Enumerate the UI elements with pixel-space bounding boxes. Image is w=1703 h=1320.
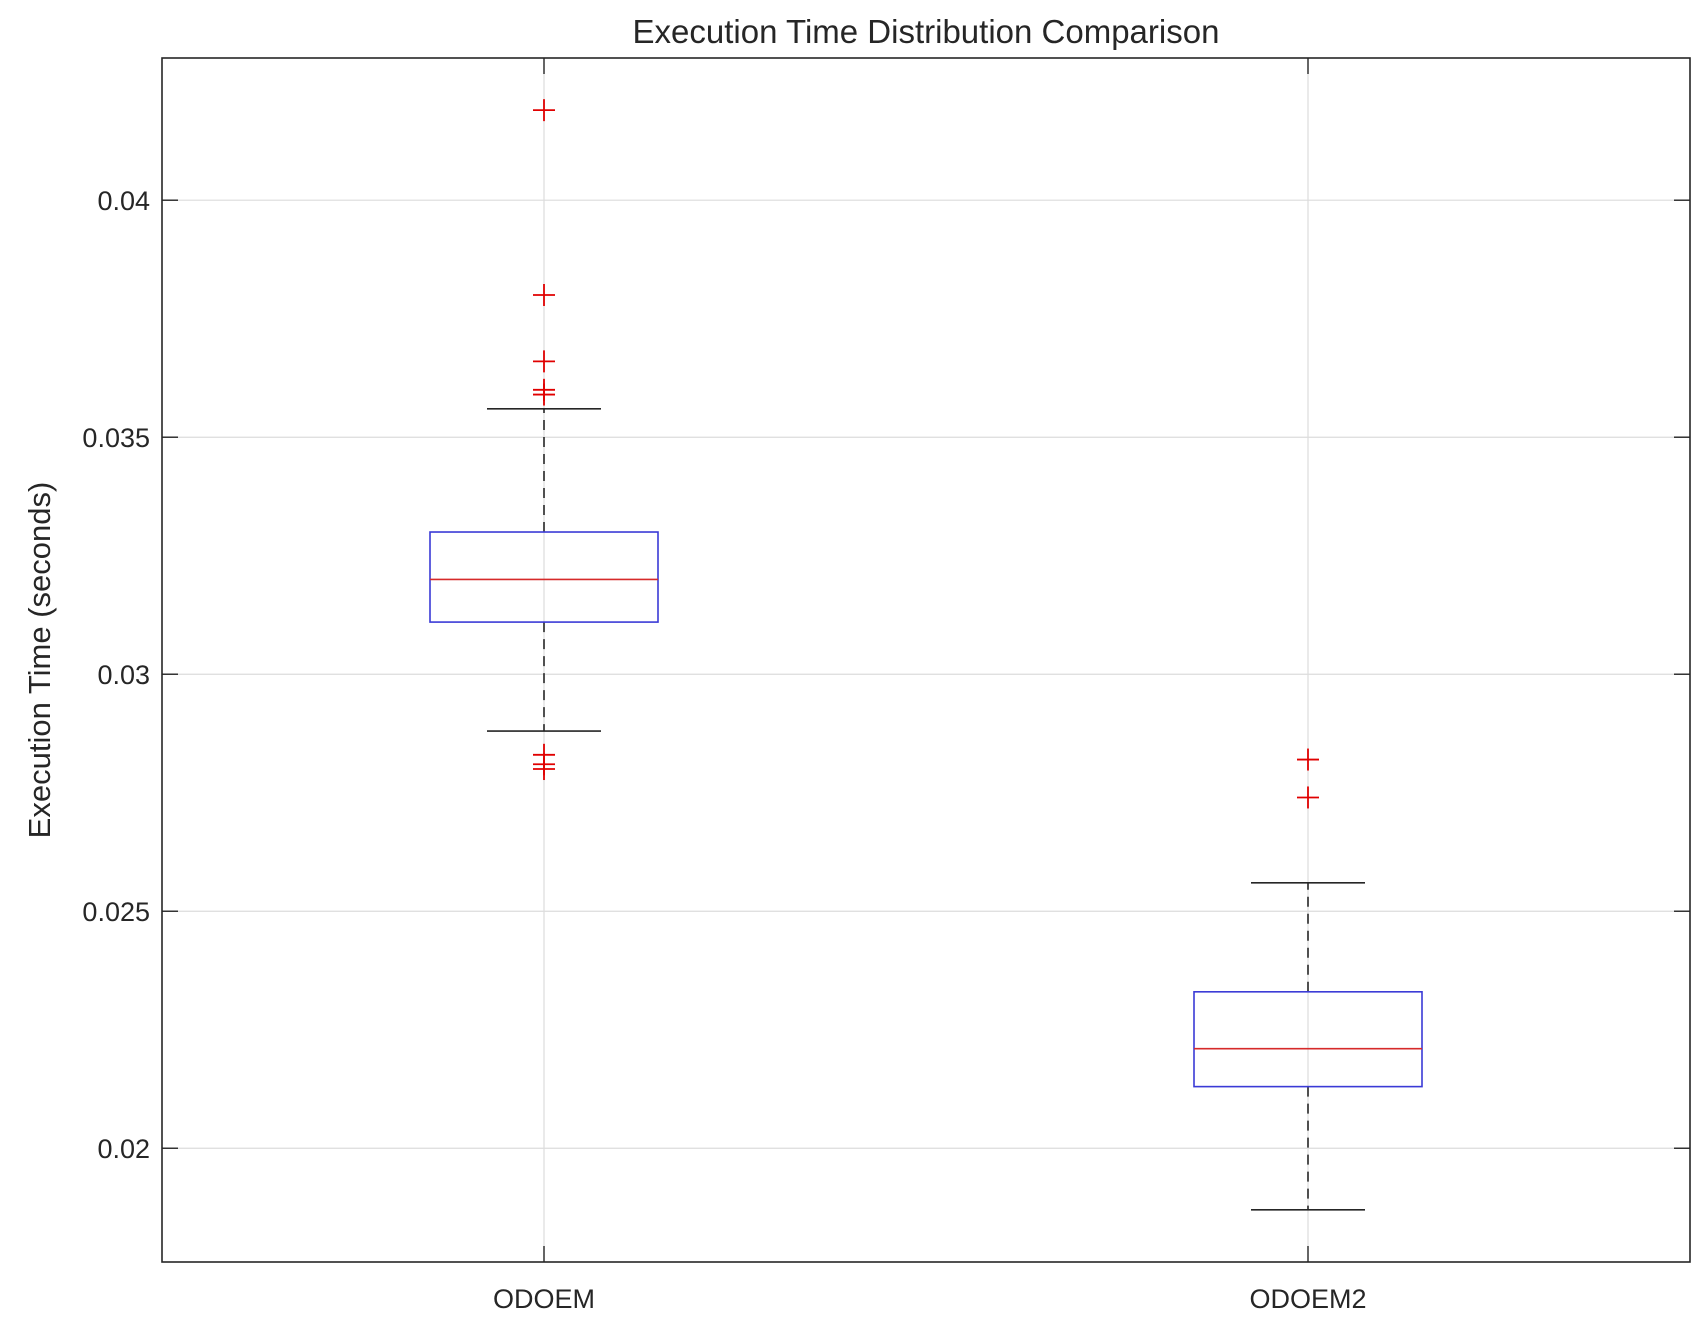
box-group-odoem2 xyxy=(1193,748,1423,1211)
outlier-marker xyxy=(1297,748,1319,771)
outlier-marker xyxy=(1297,786,1319,809)
chart-title: Execution Time Distribution Comparison xyxy=(633,13,1220,50)
y-tick-label: 0.025 xyxy=(82,897,150,927)
y-tick-label: 0.04 xyxy=(97,186,150,216)
x-tick-label: ODOEM2 xyxy=(1249,1284,1366,1314)
outlier-marker xyxy=(533,284,555,307)
outlier-marker xyxy=(533,383,555,406)
y-axis-label: Execution Time (seconds) xyxy=(22,482,57,839)
y-tick-label: 0.02 xyxy=(97,1134,150,1164)
iqr-box xyxy=(429,531,659,623)
outlier-marker xyxy=(533,758,555,781)
box-group-odoem xyxy=(429,99,659,781)
iqr-box xyxy=(1193,991,1423,1088)
y-tick-label: 0.03 xyxy=(97,660,150,690)
axes-frame xyxy=(161,57,1691,1263)
outlier-marker xyxy=(533,350,555,373)
x-tick-label: ODOEM xyxy=(493,1284,595,1314)
grid-layer xyxy=(162,58,1690,1262)
y-tick-label: 0.035 xyxy=(82,423,150,453)
outlier-marker xyxy=(533,99,555,122)
tick-layer: 0.02 0.025 0.03 0.035 0.04 ODOEM ODOEM2 xyxy=(82,58,1690,1314)
plot-layer xyxy=(429,99,1423,1211)
